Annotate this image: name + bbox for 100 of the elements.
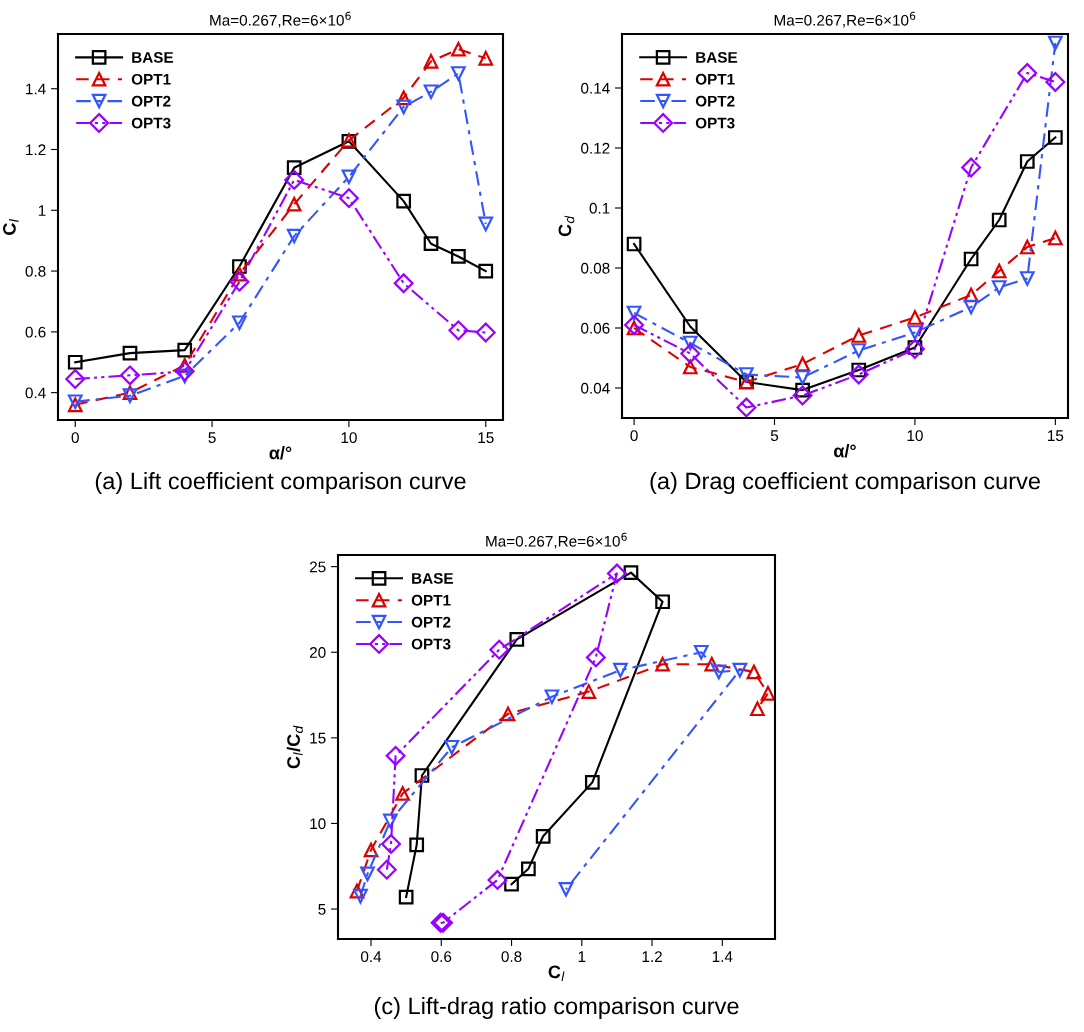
point (67, 354, 83, 370)
point (363, 842, 379, 858)
y-tick-label: 1.2 (26, 144, 46, 156)
point (65, 369, 86, 389)
point (122, 345, 138, 361)
point (535, 828, 551, 844)
point (963, 287, 979, 303)
legend-label: BASE (132, 52, 174, 63)
point (353, 888, 368, 904)
legend-label: OPT3 (411, 638, 451, 650)
point (423, 84, 439, 100)
x-tick-label: 1.4 (712, 951, 733, 962)
point (500, 706, 516, 722)
y-tick-label: 0.14 (581, 82, 610, 94)
x-tick-label: 0 (630, 430, 638, 442)
legend-label: OPT1 (411, 594, 451, 606)
point (120, 365, 140, 386)
point (1017, 63, 1038, 83)
point (174, 361, 195, 382)
y-axis-title: C$_{l}$ (3, 219, 19, 235)
point (907, 310, 923, 325)
point (585, 647, 606, 668)
point (487, 869, 508, 890)
point (760, 685, 775, 701)
point (682, 319, 698, 334)
y-axis-title: C$_{l}$/C$_{d}$ (286, 725, 303, 769)
point (396, 90, 412, 106)
point (381, 834, 401, 854)
x-tick-label: 5 (208, 432, 216, 444)
point (544, 689, 560, 705)
chart-title: Ma=0.267,Re=6×10$^{6}$ (210, 11, 351, 28)
point (655, 656, 670, 672)
point (682, 359, 698, 375)
point (655, 594, 670, 610)
point (177, 342, 193, 358)
point (581, 684, 597, 699)
point (286, 160, 302, 176)
x-tick-label: 15 (478, 432, 494, 444)
point (286, 228, 302, 244)
point (795, 356, 810, 372)
point (963, 251, 979, 267)
point (851, 343, 867, 358)
x-tick-label: 15 (1048, 430, 1064, 442)
text: (a) Lift coefficient comparison curve (95, 472, 466, 495)
point (396, 99, 412, 115)
point (451, 66, 466, 81)
point (395, 786, 410, 801)
y-axis-title: C$_{d}$ (558, 215, 575, 237)
point (414, 768, 430, 783)
y-tick-label: 25 (309, 561, 326, 573)
point (623, 565, 639, 580)
point (963, 299, 979, 315)
point (521, 861, 536, 877)
legend-label: OPT2 (695, 95, 735, 107)
point (848, 364, 869, 385)
point (792, 385, 813, 406)
point (475, 322, 496, 343)
x-axis-title: C$_{l}$ (548, 965, 565, 982)
y-tick-label: 0.06 (581, 322, 610, 334)
point (423, 53, 439, 69)
point (444, 739, 460, 755)
point (478, 263, 494, 279)
y-tick-label: 0.12 (581, 142, 610, 154)
point (704, 656, 720, 672)
point (907, 325, 923, 340)
point (360, 866, 375, 882)
y-tick-label: 0.6 (25, 326, 46, 338)
point (682, 335, 698, 351)
point (1019, 239, 1035, 255)
x-tick-label: 0.6 (431, 951, 452, 963)
x-axis-title: α/° (834, 444, 856, 458)
x-axis-title: α/° (269, 446, 292, 460)
x-tick-label: 10 (907, 430, 923, 442)
y-tick-label: 0.1 (589, 202, 610, 214)
point (991, 212, 1007, 228)
point (286, 196, 302, 212)
point (232, 259, 247, 274)
text: (a) Drag coefficient comparison curve (650, 472, 1040, 495)
point (229, 271, 250, 292)
point (396, 193, 412, 209)
x-tick-label: 0.4 (361, 951, 382, 963)
x-tick-label: 0.8 (501, 951, 522, 963)
legend-label: OPT1 (695, 73, 735, 85)
point (1048, 130, 1063, 145)
legend-label: OPT3 (131, 117, 171, 129)
y-tick-label: 15 (310, 732, 326, 744)
point (284, 169, 305, 190)
point (1048, 230, 1063, 246)
chart-title: Ma=0.267,Re=6×10$^{6}$ (486, 532, 627, 549)
point (680, 343, 701, 364)
point (750, 701, 765, 717)
y-tick-label: 5 (318, 904, 326, 915)
y-tick-label: 0.08 (581, 262, 610, 274)
point (448, 320, 469, 341)
x-tick-label: 5 (770, 430, 779, 442)
point (451, 41, 466, 57)
x-tick-label: 1.2 (642, 951, 662, 962)
point (382, 813, 398, 829)
point (423, 236, 439, 252)
chart-title: Ma=0.267,Re=6×10$^{6}$ (774, 11, 916, 28)
